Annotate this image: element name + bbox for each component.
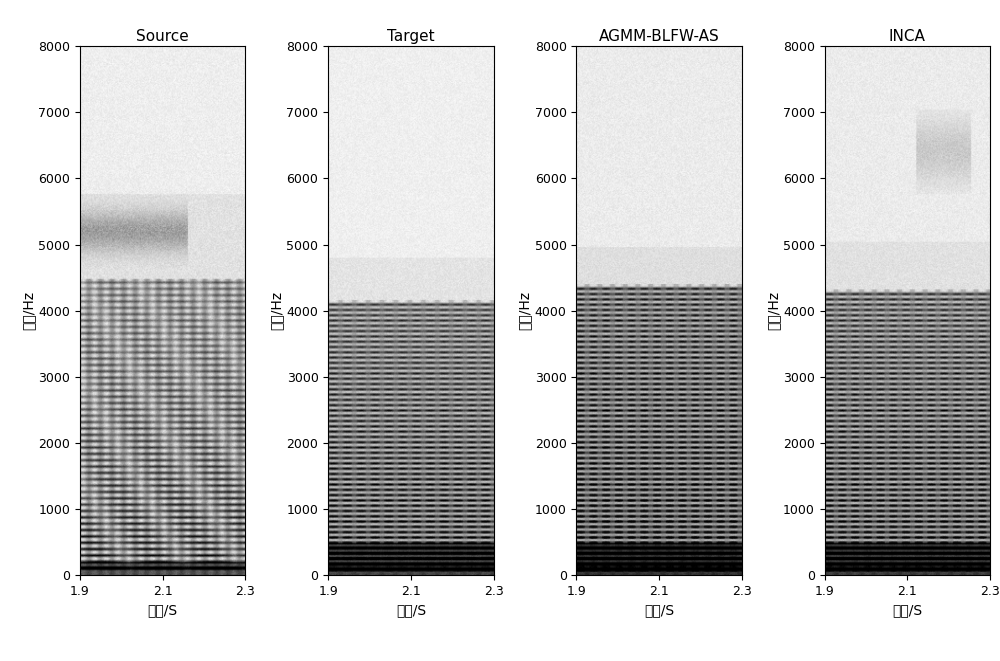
- Y-axis label: 频率/Hz: 频率/Hz: [766, 291, 780, 330]
- X-axis label: 时间/S: 时间/S: [396, 603, 426, 617]
- Y-axis label: 频率/Hz: 频率/Hz: [270, 291, 284, 330]
- Title: Target: Target: [387, 28, 435, 44]
- Title: INCA: INCA: [889, 28, 926, 44]
- Title: Source: Source: [136, 28, 189, 44]
- X-axis label: 时间/S: 时间/S: [148, 603, 178, 617]
- Y-axis label: 频率/Hz: 频率/Hz: [21, 291, 36, 330]
- Y-axis label: 频率/Hz: 频率/Hz: [518, 291, 532, 330]
- Title: AGMM-BLFW-AS: AGMM-BLFW-AS: [599, 28, 719, 44]
- X-axis label: 时间/S: 时间/S: [644, 603, 674, 617]
- X-axis label: 时间/S: 时间/S: [892, 603, 922, 617]
